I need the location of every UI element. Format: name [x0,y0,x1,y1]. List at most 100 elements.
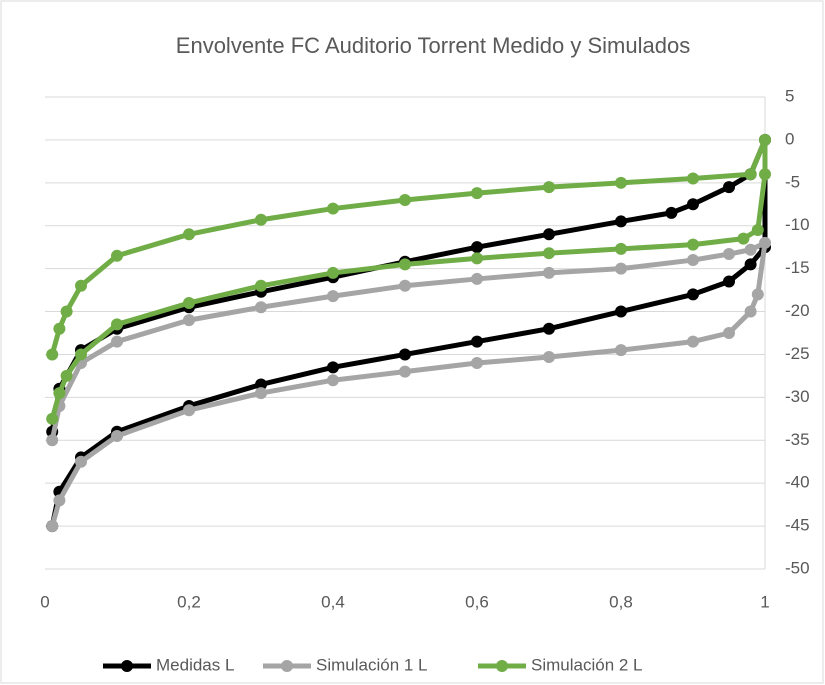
marker [759,133,771,146]
marker [183,296,195,309]
marker [687,288,699,301]
marker [723,181,735,194]
marker [75,279,87,292]
marker [53,322,66,335]
series [46,133,771,425]
marker [399,348,411,361]
marker [744,243,757,256]
marker [46,412,59,425]
marker [723,248,735,261]
marker [183,314,195,327]
marker [60,369,73,382]
marker [744,258,757,271]
marker [46,348,59,361]
x-tick-label: 0,4 [321,592,345,611]
marker [255,213,267,226]
marker [183,228,195,241]
y-tick-label: -5 [785,172,800,191]
marker [471,187,483,200]
marker [751,288,764,301]
marker [399,258,411,271]
y-tick-label: -30 [785,387,810,406]
y-tick-label: -45 [785,516,810,535]
x-tick-label: 0,6 [465,592,489,611]
marker [543,322,555,335]
marker [53,494,66,507]
marker [665,206,678,219]
marker [183,404,195,417]
marker [53,387,66,400]
marker [687,172,699,185]
marker [111,429,123,442]
marker [75,455,87,468]
marker [471,241,483,254]
marker [471,252,483,265]
marker [471,272,483,285]
marker [399,193,411,206]
marker [615,215,627,228]
legend-marker [281,660,293,672]
marker [60,305,73,318]
marker [471,335,483,348]
marker [723,327,735,339]
legend-label: Simulación 2 L [531,655,643,674]
marker [615,176,627,189]
marker [399,365,411,378]
marker [543,351,555,364]
marker [327,361,339,374]
y-tick-label: -40 [785,473,810,492]
legend-marker [121,660,133,672]
marker [687,254,699,267]
y-tick-label: -50 [785,558,810,577]
marker [327,374,339,387]
marker [737,232,750,245]
marker [111,335,123,348]
chart-title: Envolvente FC Auditorio Torrent Medido y… [176,33,690,58]
marker [543,266,555,279]
marker [751,224,764,237]
marker [255,279,267,292]
y-tick-label: 5 [785,86,794,105]
marker [759,168,771,181]
x-tick-label: 0,2 [177,592,201,611]
legend-marker [496,660,508,672]
marker [399,279,411,292]
y-tick-label: -35 [785,430,810,449]
marker [255,301,267,314]
legend-label: Medidas L [156,655,234,674]
marker [111,249,123,262]
marker [543,228,555,241]
series [46,236,771,533]
x-tick-label: 0,8 [609,592,633,611]
marker [46,520,59,533]
marker [471,357,483,370]
marker [111,318,123,331]
marker [687,198,699,211]
marker [255,378,267,391]
marker [687,335,699,348]
marker [327,266,339,279]
y-tick-label: -15 [785,258,810,277]
y-tick-label: -10 [785,215,810,234]
marker [75,348,87,361]
marker [744,168,757,181]
marker [615,344,627,357]
series-line [49,240,768,527]
x-tick-label: 1 [760,592,769,611]
legend-label: Simulación 1 L [316,655,428,674]
marker [543,181,555,194]
marker [255,387,267,400]
marker [723,275,735,288]
marker [615,262,627,275]
y-tick-label: 0 [785,129,794,148]
x-tick-label: 0 [40,592,49,611]
marker [327,290,339,303]
marker [759,236,771,249]
marker [327,202,339,215]
marker [615,305,627,318]
y-tick-label: -25 [785,344,810,363]
marker [687,238,699,251]
marker [543,247,555,260]
marker [46,434,59,447]
